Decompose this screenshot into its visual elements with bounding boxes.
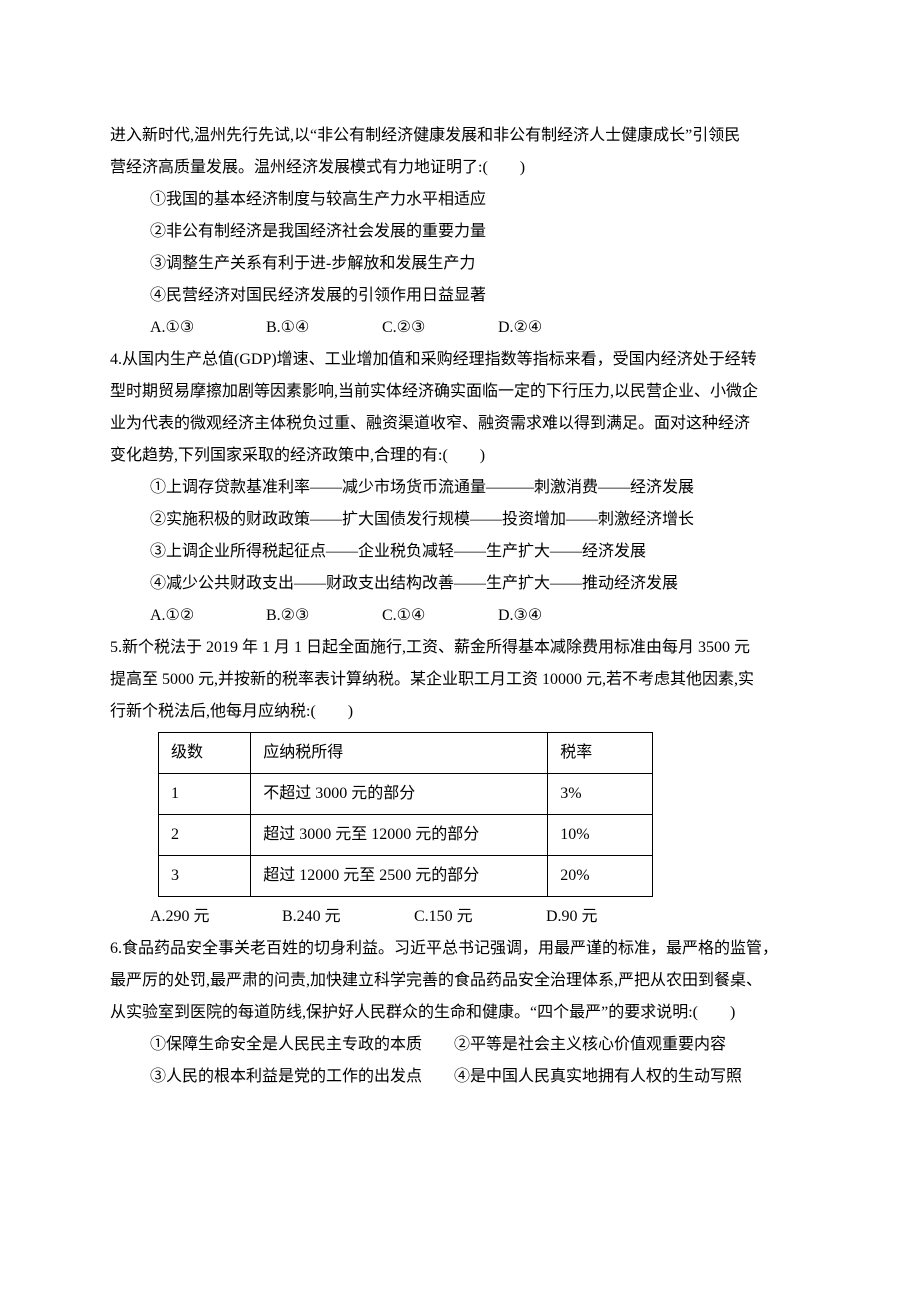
table-cell-level: 2 xyxy=(159,815,251,856)
table-cell-desc: 超过 3000 元至 12000 元的部分 xyxy=(251,815,548,856)
table-header-row: 级数 应纳税所得 税率 xyxy=(159,733,653,774)
table-cell-rate: 3% xyxy=(548,774,653,815)
q6-lead-line1: 6.食品药品安全事关老百姓的切身利益。习近平总书记强调，用最严谨的标准，最严格的… xyxy=(110,933,810,965)
q4-option-a: A.①② xyxy=(150,600,262,632)
q4-statement-2: ②实施积极的财政政策——扩大国债发行规模——投资增加——刺激经济增长 xyxy=(110,504,810,536)
q3-option-d: D.②④ xyxy=(498,312,610,344)
q3-lead-line2: 营经济高质量发展。温州经济发展模式有力地证明了:( ) xyxy=(110,152,810,184)
q3-option-a: A.①③ xyxy=(150,312,262,344)
q5-option-c: C.150 元 xyxy=(414,901,542,933)
table-cell-level: 1 xyxy=(159,774,251,815)
q5-options-row: A.290 元 B.240 元 C.150 元 D.90 元 xyxy=(110,901,810,933)
q4-lead-line1: 4.从国内生产总值(GDP)增速、工业增加值和采购经理指数等指标来看，受国内经济… xyxy=(110,344,810,376)
q3-statement-1: ①我国的基本经济制度与较高生产力水平相适应 xyxy=(110,184,810,216)
table-row: 1 不超过 3000 元的部分 3% xyxy=(159,774,653,815)
table-cell-desc: 不超过 3000 元的部分 xyxy=(251,774,548,815)
q6-statements-line1: ①保障生命安全是人民民主专政的本质 ②平等是社会主义核心价值观重要内容 xyxy=(110,1029,810,1061)
q3-option-c: C.②③ xyxy=(382,312,494,344)
q5-lead-line1: 5.新个税法于 2019 年 1 月 1 日起全面施行,工资、薪金所得基本减除费… xyxy=(110,632,810,664)
q6-statements-line2: ③人民的根本利益是党的工作的出发点 ④是中国人民真实地拥有人权的生动写照 xyxy=(110,1061,810,1093)
table-cell-level: 3 xyxy=(159,856,251,897)
q4-lead-line3: 业为代表的微观经济主体税负过重、融资渠道收窄、融资需求难以得到满足。面对这种经济 xyxy=(110,408,810,440)
q5-option-a: A.290 元 xyxy=(150,901,278,933)
q4-option-c: C.①④ xyxy=(382,600,494,632)
q3-statement-2: ②非公有制经济是我国经济社会发展的重要力量 xyxy=(110,216,810,248)
q3-statement-4: ④民营经济对国民经济发展的引领作用日益显著 xyxy=(110,280,810,312)
q4-option-b: B.②③ xyxy=(266,600,378,632)
q4-options-row: A.①② B.②③ C.①④ D.③④ xyxy=(110,600,810,632)
table-header-rate: 税率 xyxy=(548,733,653,774)
table-cell-rate: 10% xyxy=(548,815,653,856)
q3-statement-3: ③调整生产关系有利于进-步解放和发展生产力 xyxy=(110,248,810,280)
tax-rate-table: 级数 应纳税所得 税率 1 不超过 3000 元的部分 3% 2 超过 3000… xyxy=(158,732,653,897)
table-cell-rate: 20% xyxy=(548,856,653,897)
q6-lead-line3: 从实验室到医院的每道防线,保护好人民群众的生命和健康。“四个最严”的要求说明:(… xyxy=(110,997,810,1029)
q5-option-b: B.240 元 xyxy=(282,901,410,933)
table-cell-desc: 超过 12000 元至 2500 元的部分 xyxy=(251,856,548,897)
q5-lead-line2: 提高至 5000 元,并按新的税率表计算纳税。某企业职工月工资 10000 元,… xyxy=(110,664,810,696)
q3-options-row: A.①③ B.①④ C.②③ D.②④ xyxy=(110,312,810,344)
q3-lead-line1: 进入新时代,温州先行先试,以“非公有制经济健康发展和非公有制经济人士健康成长”引… xyxy=(110,120,810,152)
table-row: 3 超过 12000 元至 2500 元的部分 20% xyxy=(159,856,653,897)
q6-lead-line2: 最严厉的处罚,最严肃的问责,加快建立科学完善的食品药品安全治理体系,严把从农田到… xyxy=(110,965,810,997)
table-header-desc: 应纳税所得 xyxy=(251,733,548,774)
q4-lead-line4: 变化趋势,下列国家采取的经济政策中,合理的有:( ) xyxy=(110,440,810,472)
q5-option-d: D.90 元 xyxy=(546,901,674,933)
q4-lead-line2: 型时期贸易摩擦加剧等因素影响,当前实体经济确实面临一定的下行压力,以民营企业、小… xyxy=(110,376,810,408)
table-header-level: 级数 xyxy=(159,733,251,774)
table-row: 2 超过 3000 元至 12000 元的部分 10% xyxy=(159,815,653,856)
q5-lead-line3: 行新个税法后,他每月应纳税:( ) xyxy=(110,696,810,728)
q4-statement-3: ③上调企业所得税起征点——企业税负减轻——生产扩大——经济发展 xyxy=(110,536,810,568)
q4-statement-1: ①上调存贷款基准利率——减少市场货币流通量———刺激消费——经济发展 xyxy=(110,472,810,504)
q3-option-b: B.①④ xyxy=(266,312,378,344)
q4-statement-4: ④减少公共财政支出——财政支出结构改善——生产扩大——推动经济发展 xyxy=(110,568,810,600)
q4-option-d: D.③④ xyxy=(498,600,610,632)
exam-page: 进入新时代,温州先行先试,以“非公有制经济健康发展和非公有制经济人士健康成长”引… xyxy=(0,0,920,1153)
